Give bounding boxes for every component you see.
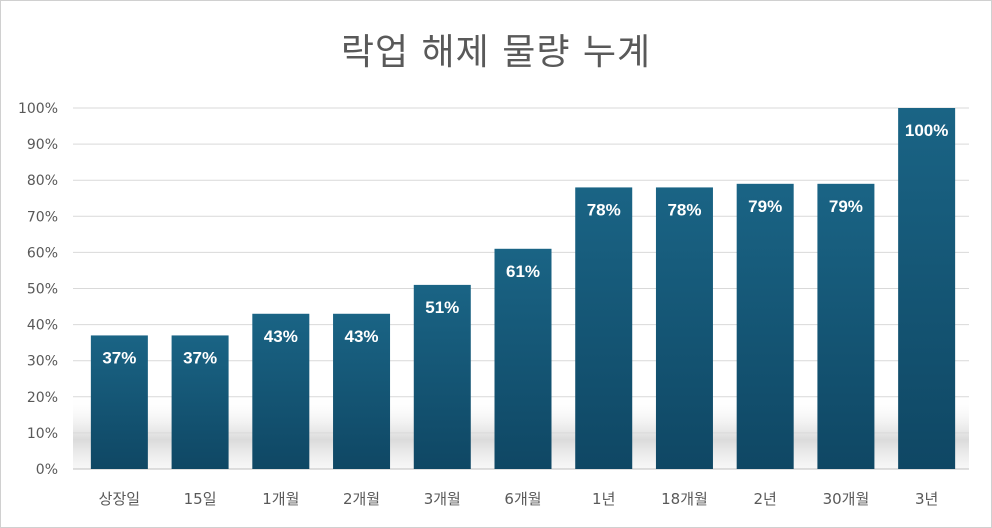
data-label: 79% — [829, 197, 863, 216]
bar — [171, 335, 229, 469]
x-tick-label: 15일 — [184, 490, 217, 508]
y-tick-label: 10% — [27, 426, 58, 442]
bar — [333, 313, 391, 469]
y-tick-label: 40% — [27, 318, 58, 334]
bar — [655, 187, 713, 470]
x-tick-label: 2개월 — [343, 490, 380, 508]
x-tick-label: 3개월 — [424, 490, 461, 508]
data-label: 61% — [506, 262, 540, 281]
x-tick-label: 30개월 — [823, 490, 870, 508]
y-tick-label: 100% — [18, 101, 58, 117]
data-label: 37% — [102, 348, 136, 367]
data-label: 78% — [667, 200, 701, 219]
y-tick-label: 90% — [27, 137, 58, 153]
bar — [494, 248, 552, 469]
y-tick-label: 20% — [27, 390, 58, 406]
x-tick-label: 1개월 — [262, 490, 299, 508]
bar — [575, 187, 633, 470]
x-tick-label: 2년 — [754, 490, 777, 508]
y-tick-label: 0% — [36, 462, 58, 478]
y-tick-label: 60% — [27, 245, 58, 261]
bar — [90, 335, 148, 469]
data-label: 43% — [264, 327, 298, 346]
x-tick-label: 1년 — [592, 490, 615, 508]
x-tick-label: 3년 — [915, 490, 938, 508]
chart-title: 락업 해제 물량 누계 — [340, 32, 652, 73]
bar — [252, 313, 310, 469]
data-label: 37% — [183, 348, 217, 367]
y-tick-label: 50% — [27, 282, 58, 298]
bar — [817, 183, 875, 469]
y-tick-label: 80% — [27, 173, 58, 189]
x-tick-label: 18개월 — [661, 490, 708, 508]
data-label: 100% — [905, 121, 948, 140]
data-label: 51% — [425, 298, 459, 317]
data-label: 79% — [748, 197, 782, 216]
y-tick-label: 30% — [27, 354, 58, 370]
data-label: 43% — [345, 327, 379, 346]
bar — [898, 108, 956, 469]
x-tick-label: 6개월 — [504, 490, 541, 508]
bar — [736, 183, 794, 469]
data-label: 78% — [587, 200, 621, 219]
x-tick-label: 상장일 — [99, 490, 140, 508]
y-tick-label: 70% — [27, 209, 58, 225]
bar — [413, 284, 471, 469]
